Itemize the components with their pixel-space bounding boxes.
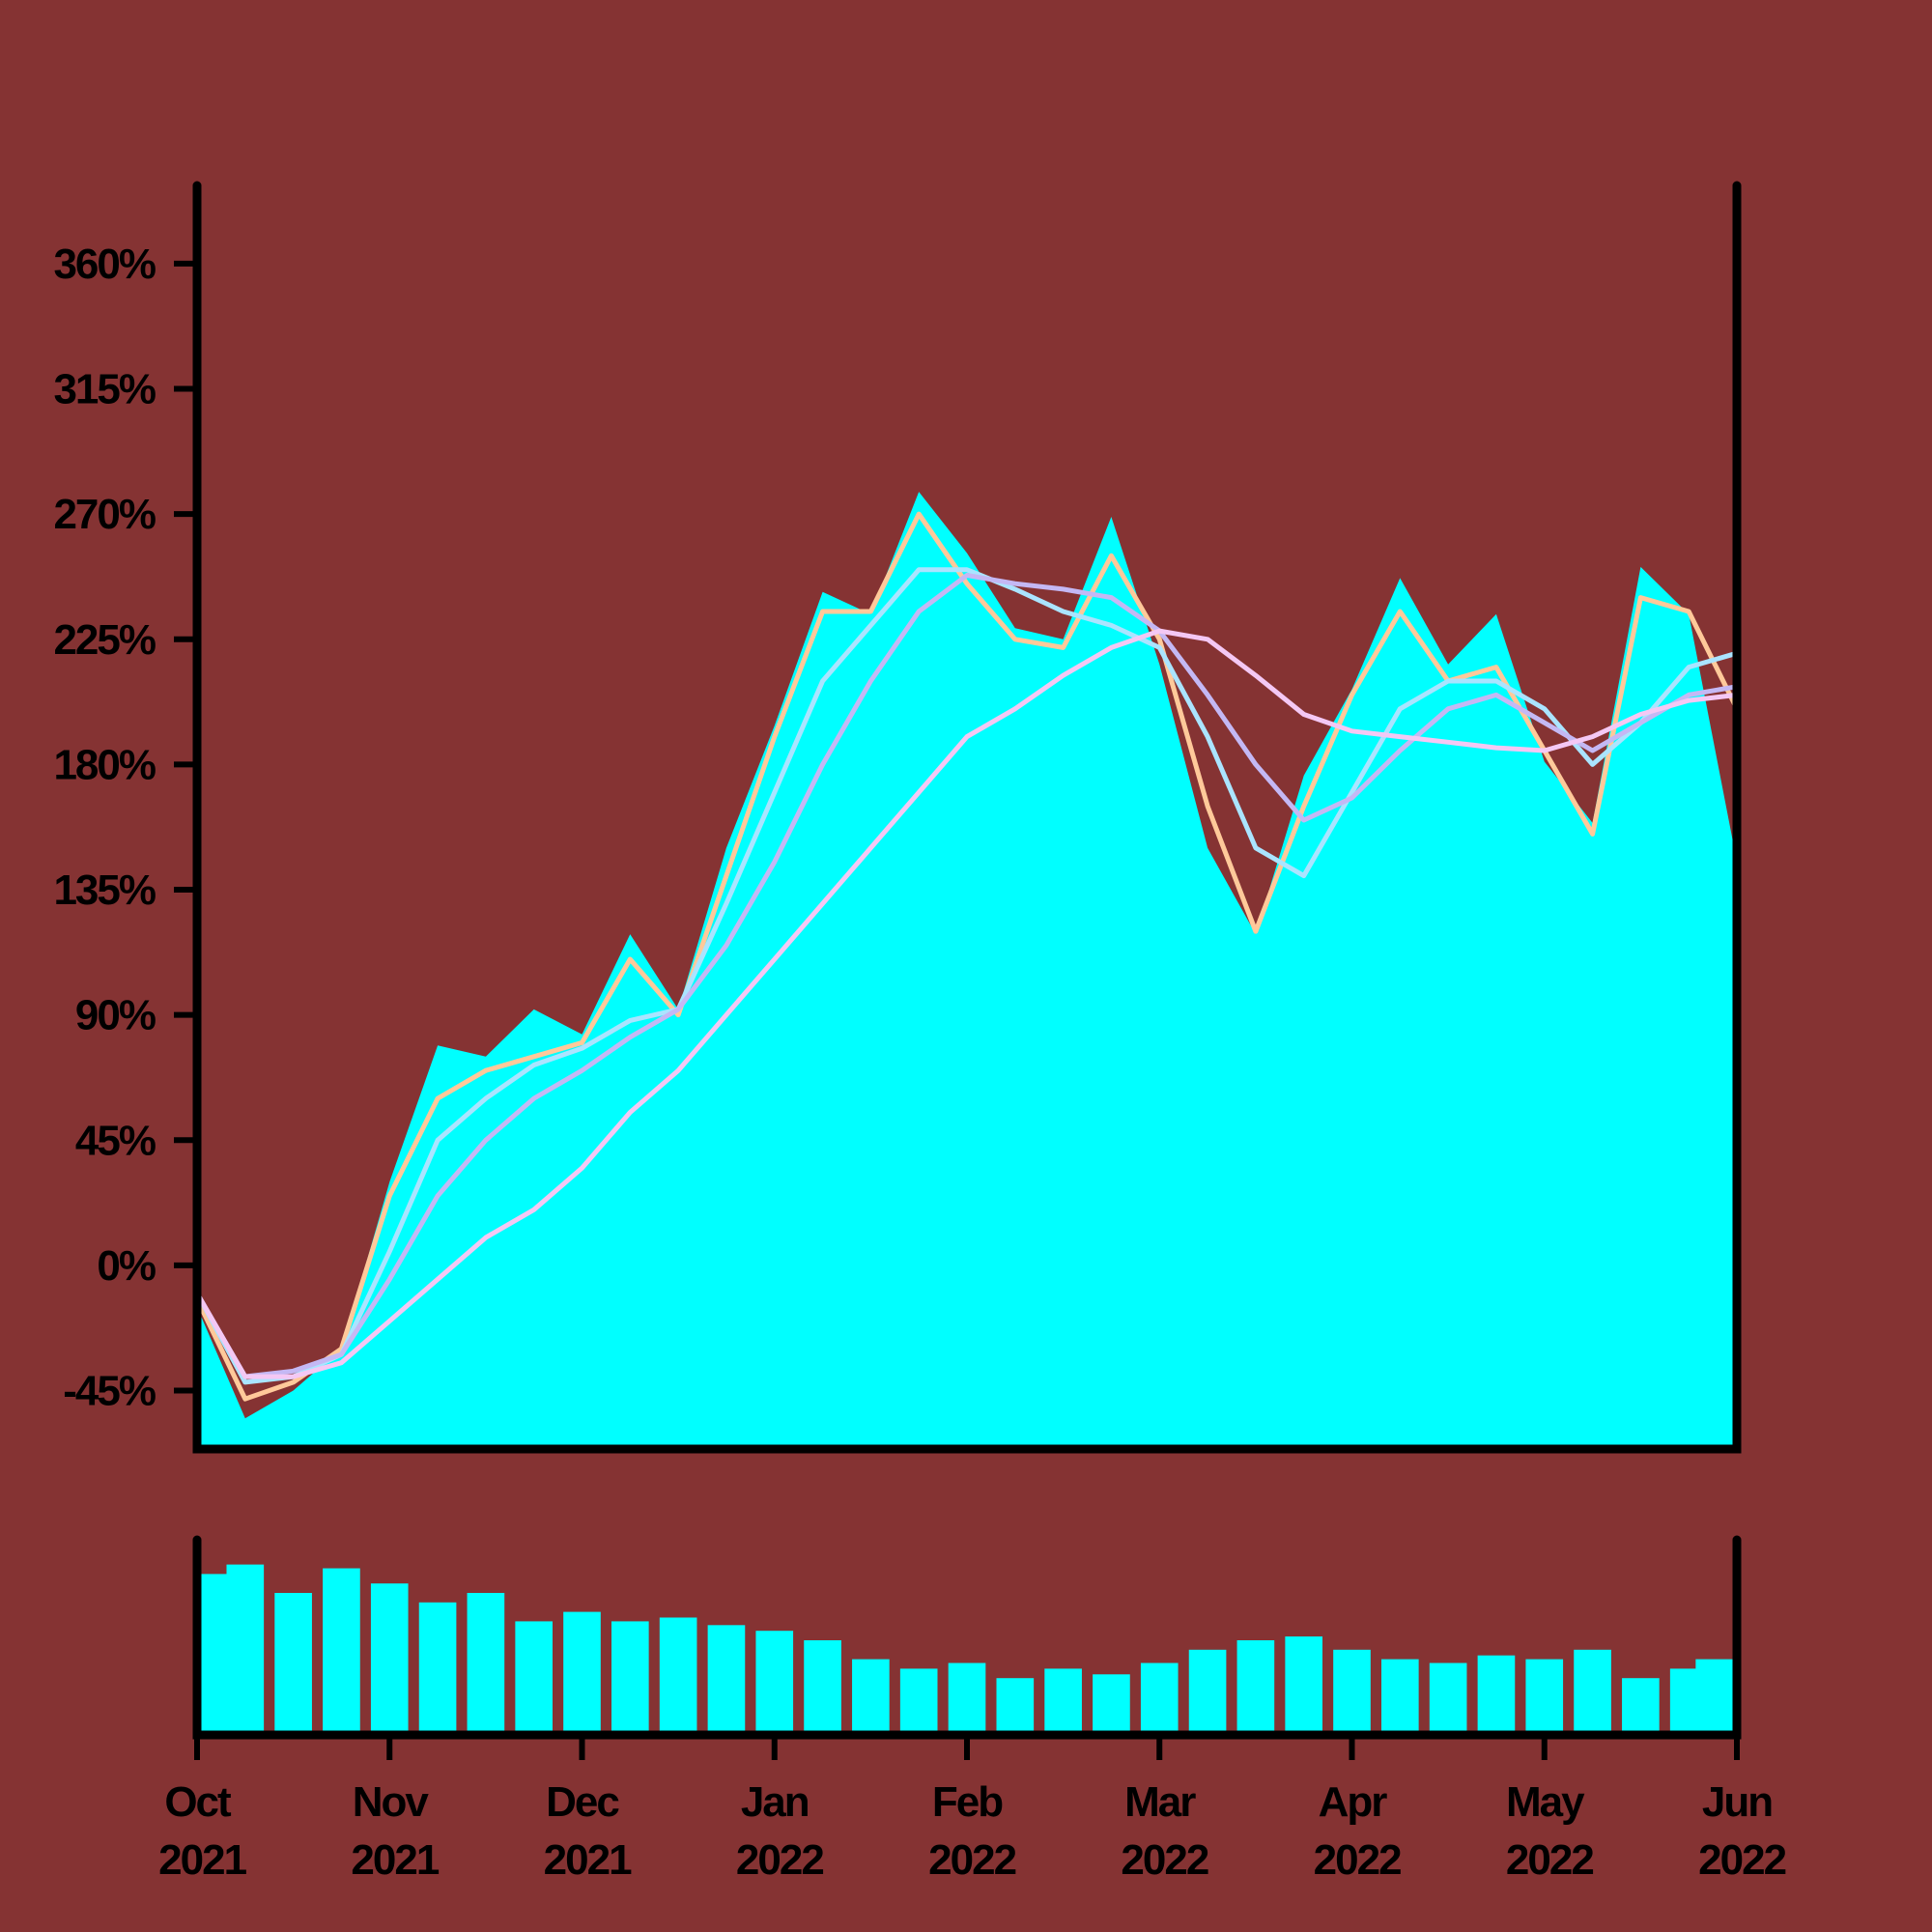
volume-bar xyxy=(1429,1662,1467,1735)
moving-average-line xyxy=(194,567,1738,1385)
volume-bar xyxy=(852,1659,890,1735)
x-tick-label-line: 2021 xyxy=(533,1836,632,1884)
volume-bar xyxy=(226,1564,265,1735)
x-tick-label: May 2022 xyxy=(1496,1778,1594,1884)
volume-bar xyxy=(996,1678,1035,1735)
y-tick-label: 0% xyxy=(97,1242,155,1290)
volume-bar xyxy=(755,1631,794,1735)
moving-average-line xyxy=(194,573,1738,1379)
x-tick-label: Jan 2022 xyxy=(726,1778,824,1884)
moving-average-line xyxy=(194,628,1738,1379)
x-tick-label: Oct 2021 xyxy=(149,1778,247,1884)
x-tick-label: Dec 2021 xyxy=(533,1778,632,1884)
volume-bar xyxy=(1188,1649,1227,1735)
y-tick-label: 270% xyxy=(53,491,155,538)
volume-bar xyxy=(467,1593,505,1735)
volume-bar xyxy=(274,1593,312,1735)
volume-bar xyxy=(1093,1674,1130,1735)
x-tick-label: Nov 2021 xyxy=(341,1778,440,1884)
volume-bar xyxy=(659,1617,697,1735)
y-tick-label: 360% xyxy=(53,241,155,288)
x-tick-label-line: 2022 xyxy=(919,1836,1016,1884)
y-tick-label: 45% xyxy=(75,1117,156,1164)
x-tick-label-line: Feb xyxy=(932,1778,1003,1826)
x-tick-label-line: 2022 xyxy=(1303,1836,1401,1884)
x-tick-label-line: Jan xyxy=(741,1778,809,1826)
x-tick-label-line: 2022 xyxy=(726,1836,824,1884)
x-tick-label: Jun 2022 xyxy=(1689,1778,1786,1884)
x-tick-label: Feb 2022 xyxy=(919,1778,1016,1884)
volume-bar xyxy=(1477,1655,1516,1735)
volume-bar xyxy=(707,1625,746,1735)
y-tick-label: 90% xyxy=(75,992,156,1039)
y-tick-label: 315% xyxy=(53,366,155,413)
x-tick-label-line: Mar xyxy=(1124,1778,1196,1826)
y-tick-label: 225% xyxy=(53,616,155,664)
volume-bar xyxy=(515,1621,554,1735)
volume-bar xyxy=(1044,1668,1082,1735)
volume-bar xyxy=(1285,1636,1323,1735)
x-tick-label: Apr 2022 xyxy=(1303,1778,1401,1884)
x-tick-label-line: Dec xyxy=(546,1778,619,1826)
axis-frame xyxy=(192,1535,1742,1740)
volume-bar xyxy=(1140,1662,1179,1735)
x-tick-label-line: Oct xyxy=(164,1778,232,1826)
x-tick-label-line: May xyxy=(1506,1778,1585,1826)
volume-bar xyxy=(899,1668,938,1735)
volume-bar xyxy=(1622,1678,1660,1735)
volume-bar xyxy=(1380,1659,1419,1735)
y-tick-label: 180% xyxy=(53,741,155,788)
x-tick-label-line: 2022 xyxy=(1111,1836,1208,1884)
volume-bar xyxy=(563,1611,601,1735)
volume-bar xyxy=(1333,1649,1371,1735)
volume-bar xyxy=(948,1662,986,1735)
x-tick-label-line: 2022 xyxy=(1496,1836,1594,1884)
moving-average-line xyxy=(194,511,1740,1402)
volume-bar xyxy=(323,1568,360,1735)
volume-bar xyxy=(1525,1659,1564,1735)
x-tick-label-line: Nov xyxy=(353,1778,430,1826)
x-tick-label-line: 2021 xyxy=(149,1836,247,1884)
axis-frame xyxy=(192,181,1742,1454)
x-tick-label: Mar 2022 xyxy=(1111,1778,1208,1884)
volume-bar xyxy=(804,1640,841,1735)
volume-bar xyxy=(370,1583,409,1735)
x-tick-label-line: Apr xyxy=(1319,1778,1388,1826)
x-tick-label-line: 2021 xyxy=(341,1836,440,1884)
x-tick-label-line: Jun xyxy=(1702,1778,1772,1826)
volume-bar xyxy=(611,1621,649,1735)
y-tick-label: -45% xyxy=(63,1368,156,1415)
volume-bar xyxy=(1236,1640,1275,1735)
volume-bar xyxy=(418,1602,457,1735)
volume-bar xyxy=(1574,1649,1611,1735)
x-tick-label-line: 2022 xyxy=(1689,1836,1786,1884)
y-tick-label: 135% xyxy=(53,867,155,914)
volume-bar xyxy=(1695,1659,1733,1735)
